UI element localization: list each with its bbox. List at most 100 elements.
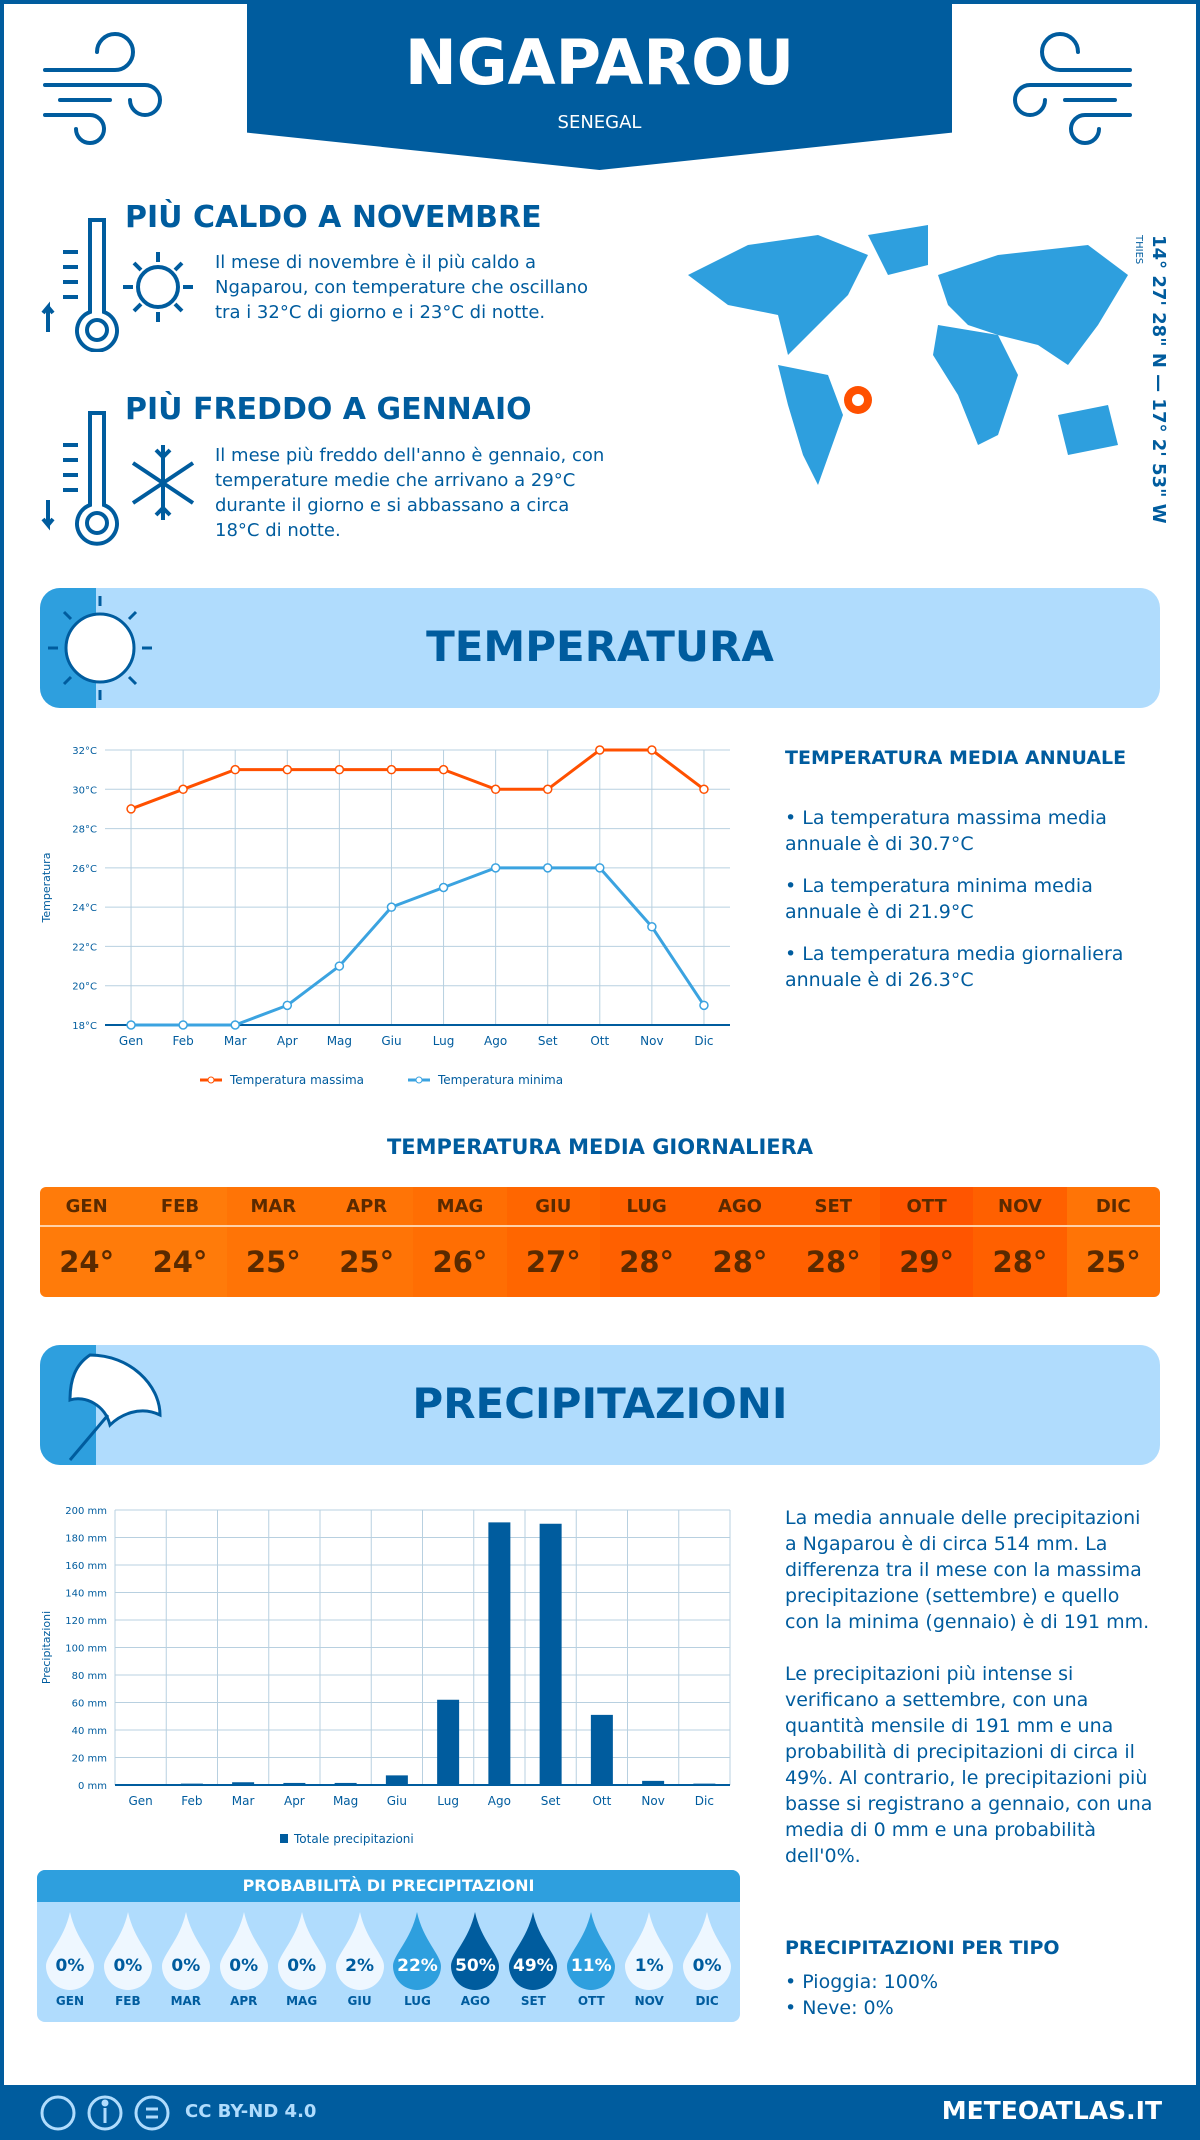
probability-drop: 0% FEB (99, 1910, 157, 2008)
raindrop-icon (451, 1912, 500, 1990)
probability-value: 2% (345, 1956, 374, 1976)
y-axis-label: Precipitazioni (40, 1611, 53, 1684)
thermometer-hot-icon (41, 218, 193, 352)
temp-value: 29° (899, 1245, 955, 1279)
precipitation-section-header: PRECIPITAZIONI (40, 1345, 1160, 1465)
legend-marker (415, 1076, 423, 1084)
y-tick-label: 26°C (72, 864, 97, 875)
probability-value: 11% (570, 1956, 612, 1976)
y-tick-label: 40 mm (72, 1726, 107, 1737)
legend-label: Temperatura minima (437, 1073, 563, 1087)
data-point (334, 961, 345, 971)
daily-temp-cell: MAG 26° (413, 1187, 507, 1297)
probability-value: 1% (634, 1956, 664, 1976)
temp-value: 28° (992, 1245, 1048, 1279)
probability-drop: 50% AGO (446, 1910, 504, 2008)
raindrop-icon (161, 1912, 210, 1990)
temp-value: 25° (339, 1245, 395, 1279)
y-tick-label: 24°C (72, 903, 97, 914)
probability-drop: 2% GIU (331, 1910, 389, 2008)
precipitation-title: PRECIPITAZIONI (412, 1379, 788, 1428)
month-label: GIU (347, 1994, 372, 2008)
daily-temp-cell: LUG 28° (599, 1187, 694, 1297)
raindrop-icon (509, 1912, 558, 1990)
temp-value: 28° (805, 1245, 861, 1279)
legend-swatch (280, 1834, 288, 1843)
probability-value: 49% (512, 1956, 554, 1976)
cc-license-icons (40, 2095, 170, 2131)
daily-temp-cell: GEN 24° (40, 1187, 134, 1297)
y-tick-label: 30°C (72, 785, 97, 796)
legend-label: Temperatura massima (229, 1073, 364, 1087)
temp-value: 28° (619, 1245, 675, 1279)
precipitation-bar (334, 1782, 357, 1785)
precipitation-summary: La media annuale delle precipitazioni a … (785, 1505, 1155, 1869)
probability-drop: 49% SET (504, 1910, 562, 2008)
data-point (282, 1000, 293, 1011)
raindrop-icon (393, 1912, 442, 1990)
daily-temp-cell: DIC 25° (1066, 1187, 1160, 1297)
y-tick-label: 20 mm (72, 1754, 107, 1765)
umbrella-icon (68, 1353, 162, 1461)
data-point (490, 784, 501, 795)
snow-share: • Neve: 0% (785, 1997, 894, 2019)
x-tick-label: Mag (327, 1034, 352, 1048)
probability-drop: 22% LUG (389, 1910, 447, 2008)
probability-drop: 0% DIC (678, 1910, 736, 2008)
probability-value: 0% (55, 1956, 85, 1976)
month-label: FEB (133, 1187, 227, 1227)
month-label: DIC (695, 1994, 719, 2008)
probability-drop: 0% GEN (41, 1910, 99, 2008)
month-label: MAG (413, 1187, 507, 1227)
sun-icon (48, 596, 152, 700)
precipitation-chart: 0 mm 20 mm 40 mm 60 mm 80 mm 100 mm 120 mm 140 … (40, 1506, 731, 1846)
annual-temperature-panel: TEMPERATURA MEDIA ANNUALE • La temperatu… (785, 745, 1155, 993)
temp-value: 26° (432, 1245, 488, 1279)
series-line-max (130, 748, 705, 811)
wind-icon (1013, 32, 1132, 145)
month-label: APR (230, 1994, 258, 2008)
thermometer-cold-icon (41, 411, 195, 546)
precipitation-probability-panel: PROBABILITÀ DI PRECIPITAZIONI 0% GEN 0% FEB… (37, 1870, 740, 2022)
precipitation-bar (232, 1782, 255, 1785)
y-axis-label: Temperatura (40, 853, 53, 924)
precipitation-bar (539, 1523, 562, 1785)
raindrop-icon (335, 1912, 384, 1990)
month-label: OTT (577, 1994, 605, 2008)
probability-value: 0% (171, 1956, 201, 1976)
data-point (126, 1020, 136, 1030)
probability-title: PROBABILITÀ DI PRECIPITAZIONI (37, 1870, 740, 1902)
raindrop-icon (45, 1912, 94, 1990)
data-point (178, 784, 188, 795)
series-line-min (131, 866, 706, 1027)
footer: CC BY-ND 4.0 METEOATLAS.IT (0, 2085, 1200, 2140)
daily-temp-cell: OTT 29° (879, 1187, 974, 1297)
daily-temperature-title: TEMPERATURA MEDIA GIORNALIERA (386, 1135, 814, 1159)
x-tick-label: Mar (224, 1034, 247, 1048)
month-label: NOV (973, 1187, 1067, 1227)
y-tick-label: 80 mm (72, 1671, 107, 1682)
y-tick-label: 32°C (72, 746, 97, 757)
x-tick-label: Feb (173, 1034, 194, 1048)
month-label: APR (319, 1187, 414, 1227)
data-point (490, 863, 501, 873)
daily-temp-cell: FEB 24° (133, 1187, 227, 1297)
probability-value: 0% (113, 1956, 143, 1976)
data-point (178, 1020, 188, 1030)
month-label: LUG (404, 1994, 431, 2008)
data-point (542, 863, 553, 873)
y-tick-label: 22°C (72, 942, 97, 953)
y-tick-label: 120 mm (65, 1616, 107, 1627)
precipitation-bar (590, 1714, 613, 1785)
month-label: MAR (226, 1187, 320, 1227)
x-tick-label: Ago (484, 1034, 507, 1048)
data-point (230, 764, 240, 775)
precipitation-bar (693, 1783, 716, 1785)
temperature-title: TEMPERATURA (426, 622, 774, 671)
x-tick-label: Mag (333, 1794, 358, 1808)
x-tick-label: Dic (695, 1794, 714, 1808)
data-point (699, 784, 709, 795)
brand-link[interactable]: METEOATLAS.IT (941, 2096, 1162, 2125)
precipitation-bar (385, 1775, 408, 1785)
temp-value: 28° (712, 1245, 768, 1279)
